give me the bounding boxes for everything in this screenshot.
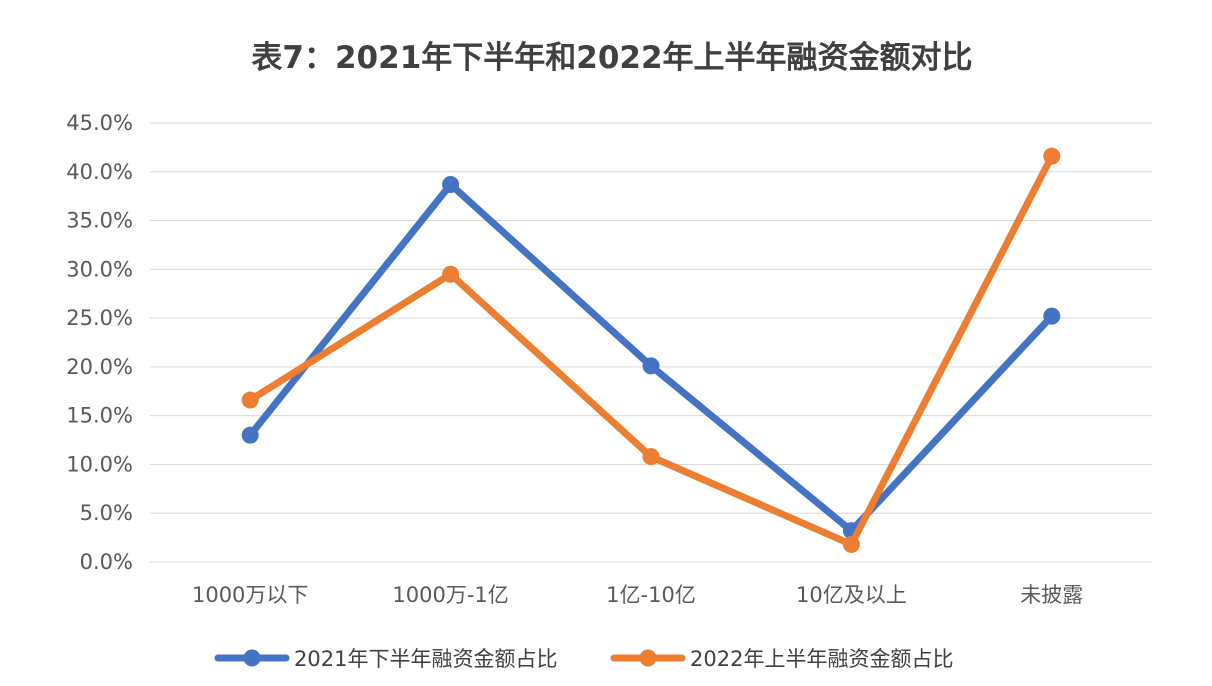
- x-tick-label: 1亿-10亿: [606, 583, 696, 607]
- y-tick-label: 0.0%: [80, 550, 133, 574]
- series-layer: [241, 147, 1061, 553]
- data-point: [642, 357, 660, 375]
- data-point: [1043, 307, 1061, 325]
- y-axis: 0.0% 5.0% 10.0% 15.0% 20.0% 25.0% 30.0% 35.0% 40…: [66, 111, 133, 574]
- chart-title: 表7：2021年下半年和2022年上半年融资金额对比: [251, 40, 972, 76]
- y-tick-label: 15.0%: [66, 404, 133, 428]
- x-tick-label: 未披露: [1020, 583, 1083, 607]
- data-point: [241, 426, 259, 444]
- x-tick-label: 10亿及以上: [796, 583, 907, 607]
- legend-label: 2021年下半年融资金额占比: [294, 647, 557, 671]
- data-point: [642, 448, 660, 466]
- y-tick-label: 5.0%: [80, 501, 133, 525]
- legend: 2021年下半年融资金额占比 2022年上半年融资金额占比: [214, 647, 953, 671]
- series-1: [241, 175, 1061, 540]
- legend-item: 2022年上半年融资金额占比: [610, 647, 953, 671]
- data-point: [442, 175, 460, 193]
- y-tick-label: 40.0%: [66, 160, 133, 184]
- x-axis: 1000万以下 1000万-1亿 1亿-10亿 10亿及以上 未披露: [192, 583, 1083, 607]
- y-tick-label: 25.0%: [66, 306, 133, 330]
- legend-marker-swatch: [639, 649, 657, 667]
- data-point: [241, 391, 259, 409]
- x-tick-label: 1000万以下: [192, 583, 308, 607]
- data-point: [442, 265, 460, 283]
- x-tick-label: 1000万-1亿: [392, 583, 508, 607]
- data-point: [1043, 147, 1061, 165]
- data-point: [842, 535, 860, 553]
- legend-label: 2022年上半年融资金额占比: [690, 647, 953, 671]
- y-tick-label: 30.0%: [66, 257, 133, 281]
- series-2: [241, 147, 1061, 553]
- series-line: [246, 152, 1056, 548]
- y-tick-label: 35.0%: [66, 209, 133, 233]
- grid-layer: [150, 122, 1152, 563]
- legend-item: 2021年下半年融资金额占比: [214, 647, 557, 671]
- y-tick-label: 10.0%: [66, 452, 133, 476]
- legend-marker-swatch: [243, 649, 261, 667]
- y-tick-label: 45.0%: [66, 111, 133, 135]
- y-tick-label: 20.0%: [66, 355, 133, 379]
